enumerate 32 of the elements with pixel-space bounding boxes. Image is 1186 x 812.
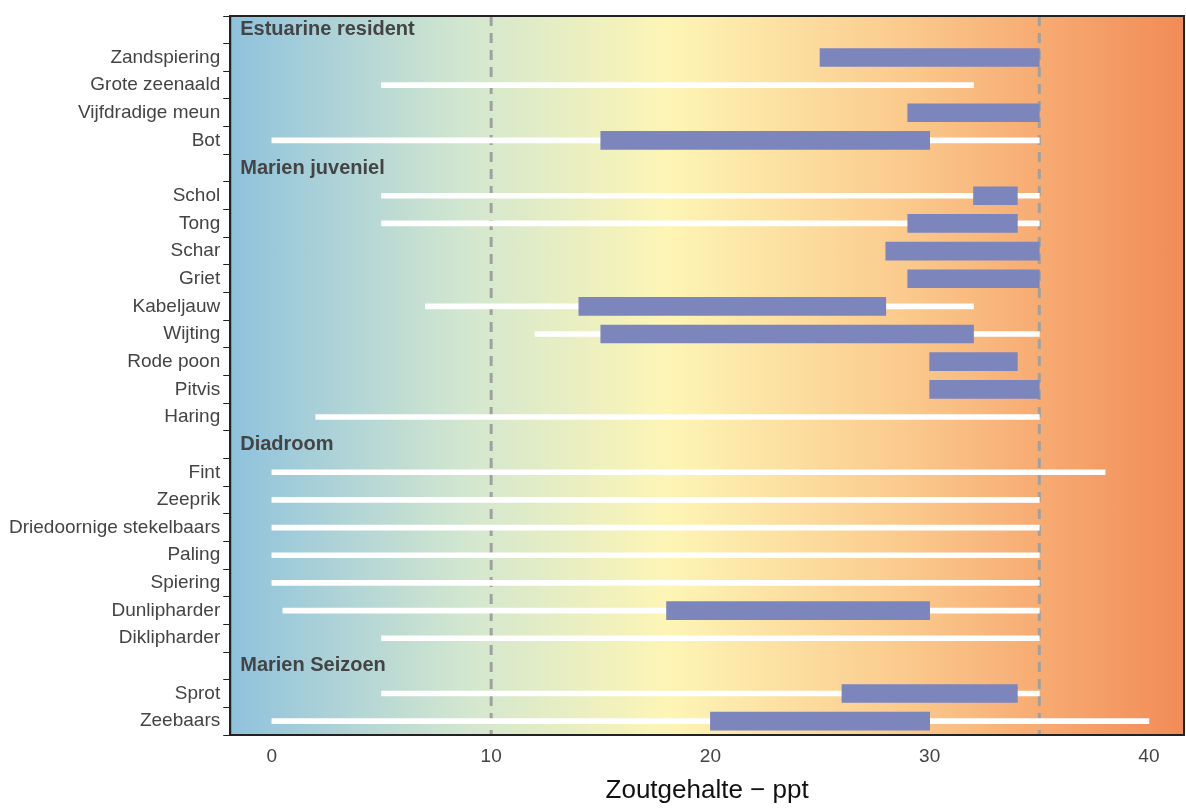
x-axis-title: Zoutgehalte − ppt [605,773,810,804]
x-tick-label: 20 [699,744,721,766]
y-tick-label: Dunlipharder [111,598,221,620]
y-tick-label: Wijting [163,322,221,344]
y-tick-label: Sprot [174,681,221,703]
y-tick-label: Paling [167,543,221,565]
y-tick-label: Rode poon [127,349,221,371]
y-tick-label: Diklipharder [118,626,221,648]
x-tick-label: 30 [919,744,941,766]
y-tick-label: Driedoornige stekelbaars [8,515,221,537]
annotation: Marien Seizoen [240,653,386,676]
y-tick-label: Fint [188,460,221,482]
x-tick-label: 0 [266,744,278,766]
y-tick-label: Zandspiering [110,45,221,67]
y-tick-label: Kabeljauw [132,294,221,316]
y-tick-label: Zeebaars [139,709,221,731]
y-tick-label: Pitvis [174,377,221,399]
y-tick-label: Spiering [150,571,221,593]
y-tick-label: Schar [170,239,221,261]
y-tick-label: Schol [172,183,221,205]
y-tick-label: Tong [179,211,221,233]
x-tick-label: 40 [1138,744,1160,766]
y-tick-label: Griet [179,266,221,288]
y-tick-label: Bot [191,128,221,150]
annotation: Estuarine resident [240,17,416,40]
y-tick-label: Vijfdradige meun [77,101,221,123]
y-tick-label: Haring [164,405,221,427]
annotation: Marien juveniel [240,155,385,178]
x-tick-label: 10 [480,744,502,766]
y-tick-label: Zeeprik [156,488,221,510]
annotation: Diadroom [240,432,334,455]
y-tick-label: Grote zeenaald [90,73,221,95]
